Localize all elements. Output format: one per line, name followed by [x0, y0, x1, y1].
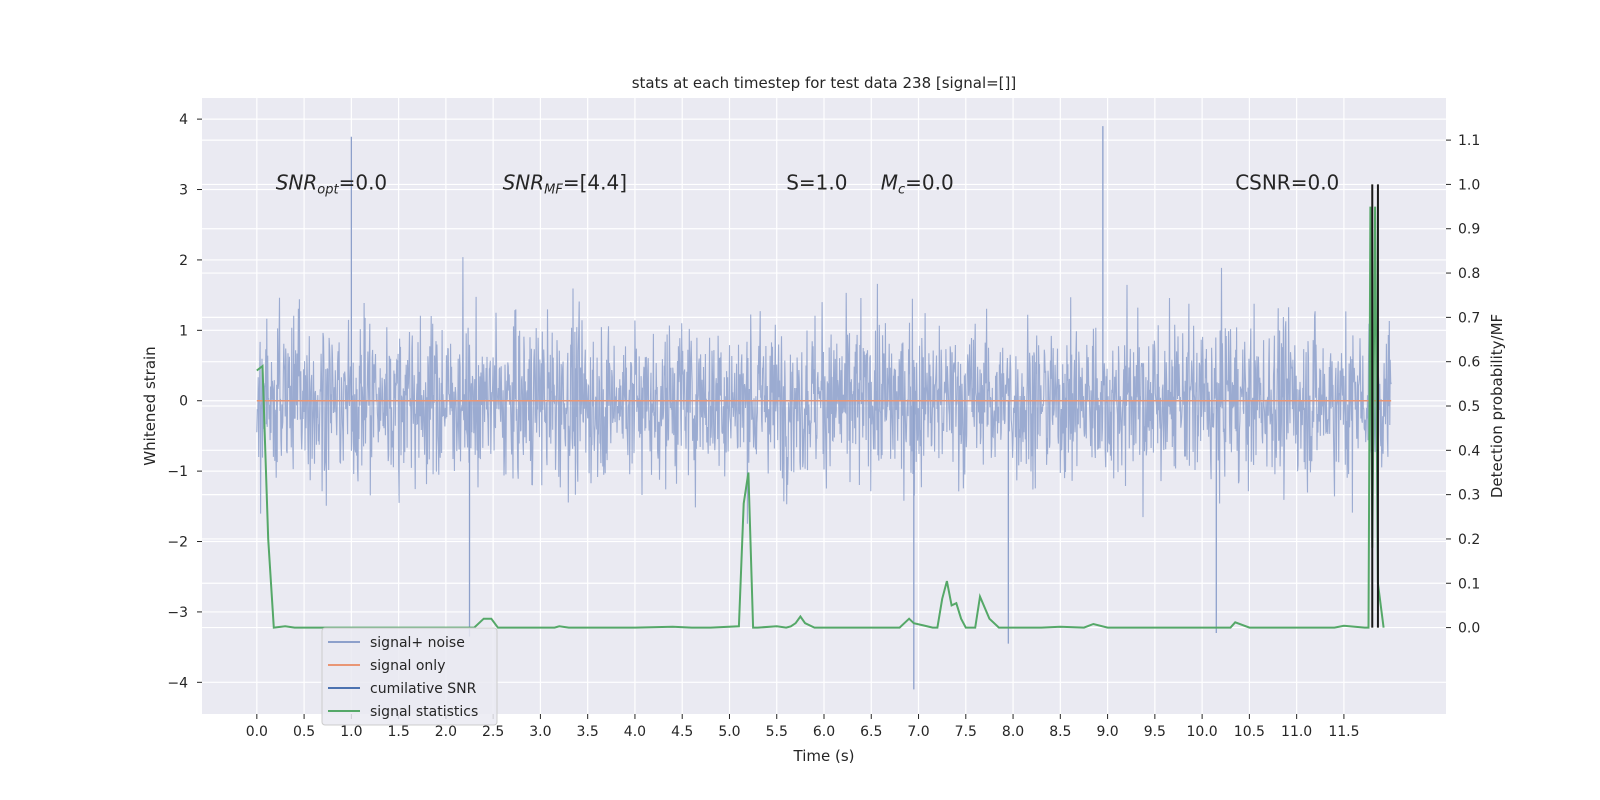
- annotation-text: SNRopt=0.0: [276, 171, 387, 198]
- annotation-text: CSNR=0.0: [1235, 171, 1339, 195]
- x-tick-label: 10.5: [1234, 724, 1265, 740]
- x-tick-label: 11.5: [1328, 724, 1359, 740]
- x-tick-label: 5.5: [766, 724, 788, 740]
- y-tick-label: −2: [167, 535, 188, 551]
- signal-statistics-series: [256, 206, 1385, 629]
- y2-tick-label: 0.1: [1458, 576, 1480, 592]
- y2-tick-label: 0.0: [1458, 621, 1480, 637]
- signal-noise-series: [256, 126, 1392, 690]
- y2-tick-label: 0.9: [1458, 222, 1480, 238]
- y-axis-ticks: −4 −3 −2 −1 0 1 2 3 4: [167, 112, 202, 691]
- y-tick-label: 4: [179, 112, 188, 128]
- x-tick-label: 3.0: [529, 724, 551, 740]
- y2-axis-ticks: 0.0 0.1 0.2 0.3 0.4 0.5 0.6 0.7 0.8 0.9 1.0 1.1: [1446, 133, 1480, 637]
- x-tick-label: 8.0: [1002, 724, 1024, 740]
- y2-tick-label: 0.7: [1458, 310, 1480, 326]
- y2-tick-label: 1.1: [1458, 133, 1480, 149]
- x-tick-label: 2.0: [435, 724, 457, 740]
- y2-tick-label: 0.2: [1458, 532, 1480, 548]
- x-tick-label: 4.5: [671, 724, 693, 740]
- y2-tick-label: 0.5: [1458, 399, 1480, 415]
- x-tick-label: 6.0: [813, 724, 835, 740]
- y-tick-label: 0: [179, 394, 188, 410]
- x-tick-label: 1.0: [340, 724, 362, 740]
- x-tick-label: 7.5: [955, 724, 977, 740]
- legend-entry: signal statistics: [370, 704, 478, 720]
- y2-tick-label: 0.4: [1458, 443, 1480, 459]
- x-tick-label: 2.5: [482, 724, 504, 740]
- x-tick-label: 10.0: [1187, 724, 1218, 740]
- x-tick-label: 11.0: [1281, 724, 1312, 740]
- y-tick-label: −1: [167, 464, 188, 480]
- y-tick-label: 3: [179, 183, 188, 199]
- annotation-text: S=1.0: [786, 171, 847, 195]
- y-axis-label: Whitened strain: [141, 346, 159, 465]
- x-tick-label: 9.5: [1144, 724, 1166, 740]
- legend-frame: [321, 627, 498, 726]
- annotation-text: Mc=0.0: [881, 171, 954, 198]
- y2-tick-label: 0.8: [1458, 266, 1480, 282]
- y2-tick-label: 0.3: [1458, 488, 1480, 504]
- x-tick-label: 0.0: [246, 724, 268, 740]
- signal-statistics-line: [256, 206, 1385, 629]
- x-tick-label: 9.0: [1096, 724, 1118, 740]
- x-tick-label: 1.5: [387, 724, 409, 740]
- chart-title: stats at each timestep for test data 238…: [632, 74, 1017, 92]
- vertical-markers: [1371, 184, 1379, 628]
- x-axis-ticks: 0.0 0.5 1.0 1.5 2.0 2.5 3.0 3.5 4.0 4.5 5.0 5.5 6.0 6…: [246, 714, 1359, 740]
- x-tick-label: 0.5: [293, 724, 315, 740]
- legend-entry: signal+ noise: [370, 635, 465, 651]
- annotations: SNRopt=0.0 SNRMF=[4.4] S=1.0 Mc=0.0 CSNR=0.0: [276, 171, 1340, 198]
- y-tick-label: 1: [179, 323, 188, 339]
- x-tick-label: 8.5: [1049, 724, 1071, 740]
- x-tick-label: 5.0: [718, 724, 740, 740]
- y2-axis-label: Detection probability/MF: [1488, 314, 1506, 498]
- legend-entry: cumilative SNR: [370, 681, 477, 697]
- x-tick-label: 3.5: [577, 724, 599, 740]
- x-tick-label: 6.5: [860, 724, 882, 740]
- y-tick-label: −4: [167, 675, 188, 691]
- y-tick-label: 2: [179, 253, 188, 269]
- legend-entry: signal only: [370, 658, 445, 674]
- y-tick-label: −3: [167, 605, 188, 621]
- x-axis-label: Time (s): [793, 747, 855, 765]
- y2-tick-label: 0.6: [1458, 355, 1480, 371]
- y2-tick-label: 1.0: [1458, 177, 1480, 193]
- x-tick-label: 7.0: [907, 724, 929, 740]
- annotation-text: SNRMF=[4.4]: [503, 171, 627, 198]
- x-tick-label: 4.0: [624, 724, 646, 740]
- signal-noise-line: [256, 257, 1392, 524]
- legend: signal+ noise signal only cumilative SNR si…: [321, 627, 498, 726]
